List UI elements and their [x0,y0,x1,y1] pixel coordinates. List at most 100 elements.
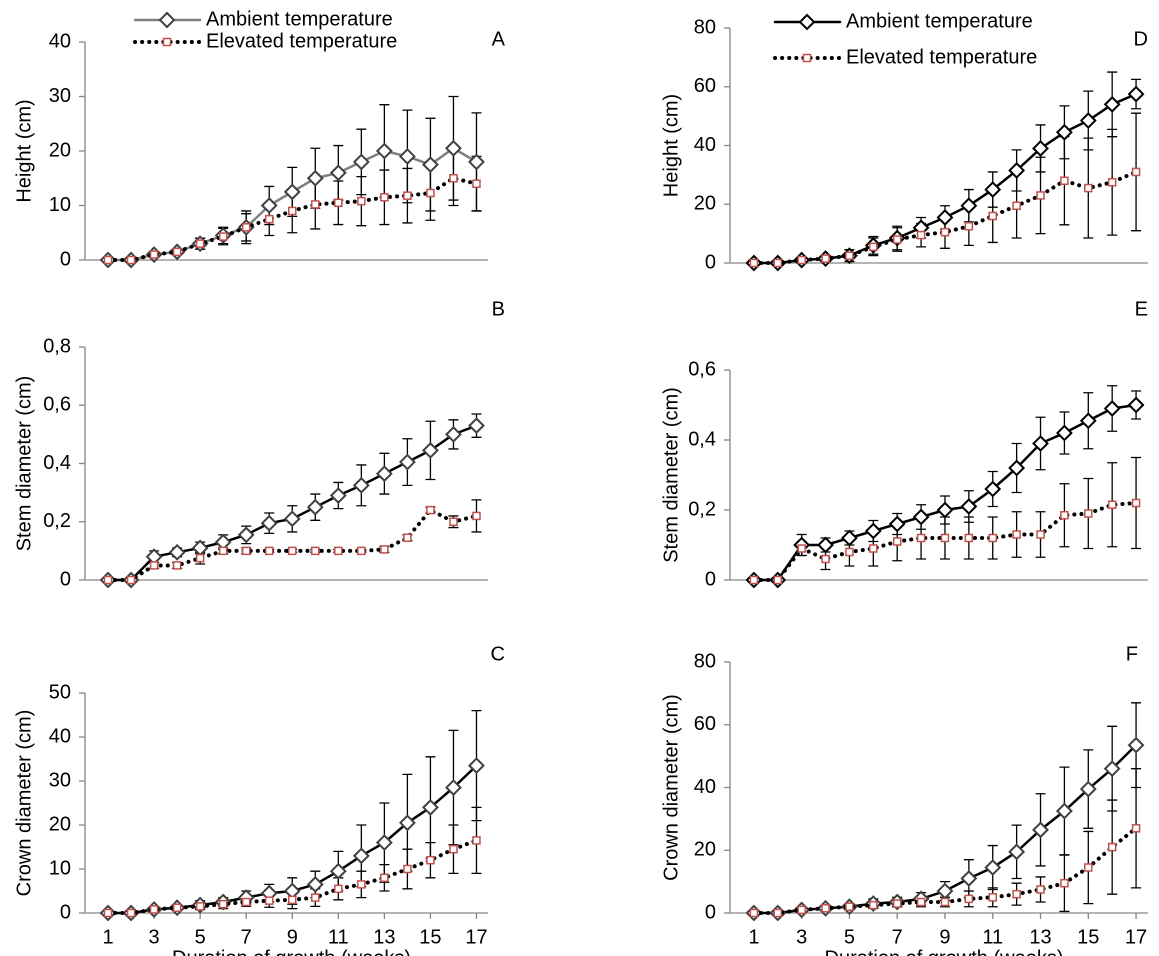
marker [260,514,278,532]
marker [773,575,783,585]
x-tick-label: 13 [1029,926,1051,948]
x-tick-label: 13 [373,926,395,948]
y-tick-label: 0,2 [688,498,716,520]
y-tick-label: 0 [60,568,71,590]
marker [888,515,906,533]
marker [964,894,974,904]
marker [988,533,997,543]
marker [988,211,997,221]
marker [1008,843,1026,861]
marker [964,533,974,543]
marker [821,554,830,564]
marker [445,779,462,797]
marker [445,139,462,157]
marker [1008,459,1026,477]
marker [845,547,854,557]
marker [1079,112,1097,129]
marker [172,247,182,257]
marker [1032,435,1049,452]
marker [869,544,878,553]
legend-marker [158,11,176,29]
marker [103,575,113,585]
legend-label: Ambient temperature [846,10,1033,32]
y-axis-label: Height (cm) [660,94,682,197]
marker [172,903,182,912]
marker [797,905,806,915]
marker [445,425,462,443]
marker [149,561,159,570]
marker [426,188,435,198]
y-tick-label: 0 [60,248,71,270]
x-tick-label: 3 [149,926,160,948]
marker [1055,123,1073,141]
marker [1060,511,1069,520]
marker [1084,183,1093,193]
marker [1036,530,1045,539]
panel-label: E [1135,298,1148,320]
marker [422,441,439,459]
legend-marker [802,53,812,63]
marker [960,870,978,887]
marker [352,847,370,865]
x-tick-label: 11 [982,926,1003,948]
marker [749,258,759,268]
marker [283,183,301,201]
marker [1131,824,1141,833]
marker [403,533,412,543]
marker [869,900,878,910]
series-line [751,169,1139,265]
marker [380,193,389,202]
marker [1008,162,1026,179]
marker [916,897,926,907]
marker [869,242,878,252]
marker [334,546,343,556]
marker [1055,424,1073,442]
marker [1055,802,1073,820]
panel-label: B [492,298,505,320]
y-tick-label: 30 [49,769,71,791]
marker [149,905,159,914]
marker [912,508,930,526]
marker [1127,85,1145,103]
marker [218,546,228,556]
marker [988,893,997,902]
marker [468,757,485,775]
marker [126,575,136,585]
marker [1127,736,1145,754]
marker [940,533,950,543]
marker [1103,760,1121,778]
marker [195,239,205,248]
marker [288,895,297,905]
marker [329,487,347,504]
marker [218,899,228,909]
y-tick-label: 20 [49,139,71,161]
marker [845,902,854,911]
marker [334,198,343,208]
y-tick-label: 0,6 [43,394,71,416]
marker [1012,530,1021,539]
marker [126,908,136,918]
marker [375,465,393,483]
x-axis-label: Duration of growth (weeks) [825,947,1064,956]
legend-label: Ambient temperature [206,8,393,30]
marker [103,255,113,265]
marker [264,214,274,224]
marker [426,505,435,515]
marker [1012,201,1021,210]
marker [288,206,297,216]
marker [398,814,416,832]
x-tick-label: 17 [1125,926,1147,948]
marker [237,526,255,544]
marker [334,884,343,894]
marker [821,254,830,263]
marker [1107,177,1117,187]
series-line [106,424,478,582]
y-tick-label: 40 [694,776,716,798]
y-tick-label: 0 [705,251,716,273]
x-tick-label: 15 [1077,926,1099,948]
marker [773,258,783,268]
marker [103,908,113,918]
marker [375,142,393,160]
y-tick-label: 10 [49,857,71,879]
